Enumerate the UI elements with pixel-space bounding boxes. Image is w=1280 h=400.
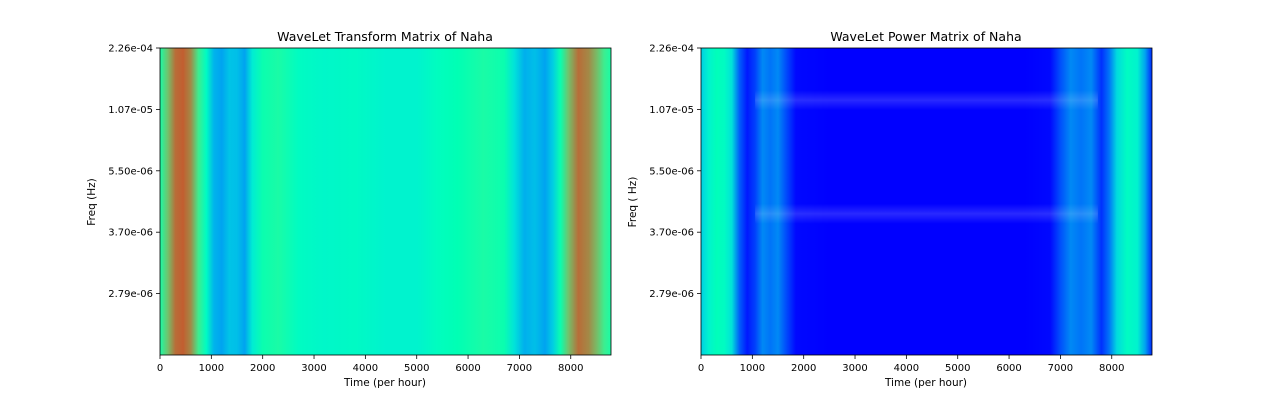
- frequency-band-0: [755, 90, 1098, 111]
- y-tick-label: 5.50e-06: [649, 166, 694, 177]
- y-tick-label: 3.70e-06: [649, 228, 694, 239]
- x-tick-label: 7000: [1048, 363, 1073, 374]
- x-tick-label: 3000: [842, 363, 867, 374]
- x-axis: 0 1000 2000 3000 4000 5000 6000 7000 8000: [157, 355, 583, 374]
- y-tick-label: 5.50e-06: [108, 166, 153, 177]
- y-tick-label: 3.70e-06: [108, 228, 153, 239]
- x-tick-label: 0: [157, 363, 163, 374]
- plot-frame: [700, 47, 1153, 356]
- chart-title: WaveLet Power Matrix of Naha: [830, 29, 1021, 44]
- x-tick-label: 3000: [301, 363, 326, 374]
- y-tick-label: 2.26e-04: [108, 44, 153, 55]
- y-axis-label: Freq (Hz): [86, 178, 98, 225]
- y-axis: 2.26e-04 1.07e-05 5.50e-06 3.70e-06 2.79e-06: [649, 44, 701, 300]
- x-tick-label: 6000: [996, 363, 1021, 374]
- x-tick-label: 0: [698, 363, 704, 374]
- x-tick-label: 1000: [199, 363, 224, 374]
- y-tick-label: 2.26e-04: [649, 44, 694, 55]
- y-tick-label: 1.07e-05: [649, 105, 694, 116]
- y-axis-label: Freq ( Hz): [627, 177, 639, 228]
- x-tick-label: 8000: [558, 363, 583, 374]
- y-tick-label: 1.07e-05: [108, 105, 153, 116]
- x-tick-label: 1000: [740, 363, 765, 374]
- transform-matrix-panel: WaveLet Transform Matrix of Naha 0 1000 20…: [86, 29, 612, 389]
- power-matrix-panel: WaveLet Power Matrix of Naha 0 1000 2000 30…: [627, 29, 1153, 389]
- x-tick-label: 5000: [404, 363, 429, 374]
- x-tick-label: 4000: [894, 363, 919, 374]
- y-tick-label: 2.79e-06: [649, 289, 694, 300]
- x-axis-label: Time (per hour): [343, 377, 426, 389]
- x-tick-label: 2000: [250, 363, 275, 374]
- x-tick-label: 7000: [507, 363, 532, 374]
- x-tick-label: 2000: [791, 363, 816, 374]
- x-axis-label: Time (per hour): [884, 377, 967, 389]
- heatmap-area: [160, 48, 611, 355]
- x-tick-label: 8000: [1099, 363, 1124, 374]
- x-tick-label: 6000: [455, 363, 480, 374]
- chart-title: WaveLet Transform Matrix of Naha: [277, 29, 493, 44]
- y-axis: 2.26e-04 1.07e-05 5.50e-06 3.70e-06 2.79e-06: [108, 44, 160, 300]
- frequency-band-1: [755, 203, 1098, 224]
- y-tick-label: 2.79e-06: [108, 289, 153, 300]
- x-tick-label: 4000: [353, 363, 378, 374]
- x-axis: 0 1000 2000 3000 4000 5000 6000 7000 8000: [698, 355, 1124, 374]
- plot-frame: [159, 47, 612, 356]
- x-tick-label: 5000: [945, 363, 970, 374]
- heatmap-bands: [755, 90, 1098, 224]
